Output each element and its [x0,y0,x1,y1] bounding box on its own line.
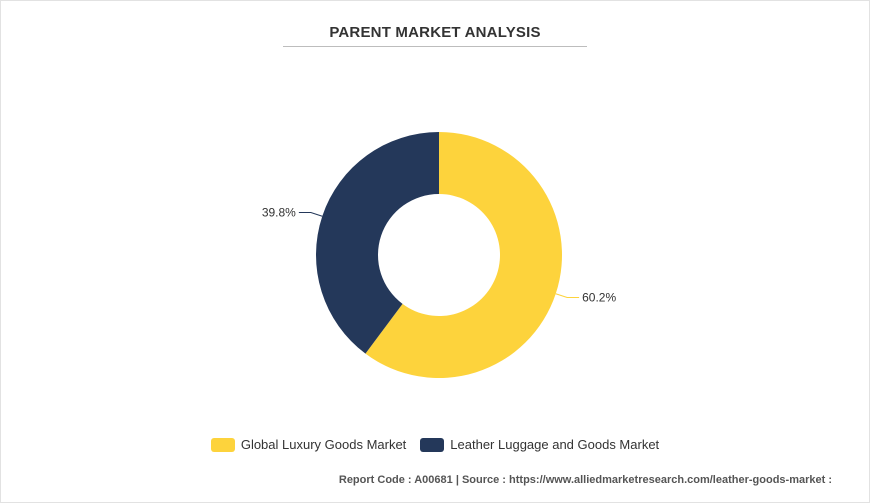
legend-label-leather: Leather Luggage and Goods Market [450,437,660,452]
chart-legend: Global Luxury Goods Market Leather Lugga… [0,437,870,452]
legend-swatch-leather [420,437,445,452]
source-footer: Report Code : A00681 | Source : https://… [338,474,832,486]
legend-label-luxury: Global Luxury Goods Market [240,437,407,452]
leader-line-luxury [555,293,580,299]
data-label-luxury: 60.2% [582,291,616,305]
legend-swatch-luxury [210,437,235,452]
data-label-leather: 39.8% [262,205,296,219]
legend-item-luxury[interactable]: Global Luxury Goods Market [210,437,407,452]
donut-slice-luxury[interactable] [365,132,562,378]
chart-title: PARENT MARKET ANALYSIS [329,24,541,41]
title-underline [283,46,587,47]
leader-line-leather [298,211,323,217]
donut-slice-leather[interactable] [315,132,439,354]
legend-item-leather[interactable]: Leather Luggage and Goods Market [420,437,659,452]
